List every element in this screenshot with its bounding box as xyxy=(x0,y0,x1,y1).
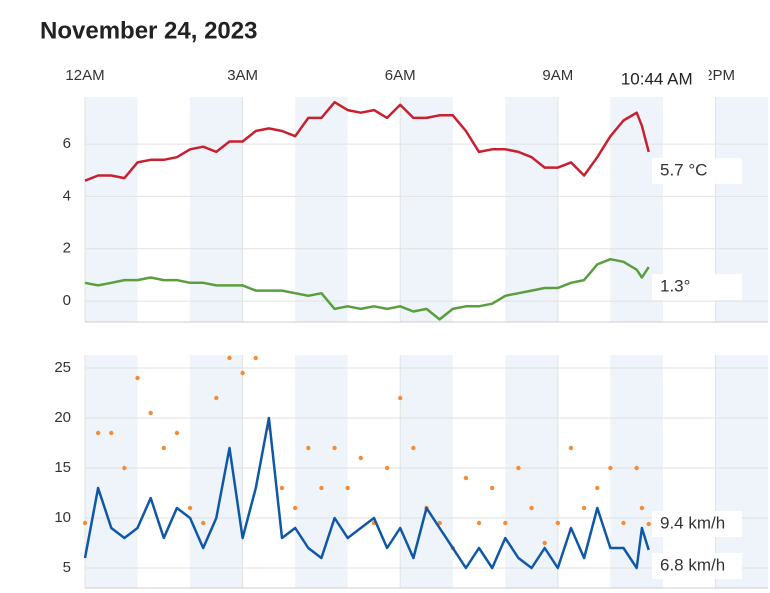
y-tick-label: 15 xyxy=(54,459,71,476)
end-label-bg xyxy=(652,553,742,579)
gust-dot xyxy=(306,445,311,451)
gust-dot xyxy=(542,540,547,546)
gust-dot xyxy=(227,355,232,361)
gust-dot xyxy=(503,520,508,526)
gust-dot xyxy=(639,505,645,511)
hour-band xyxy=(190,355,243,588)
gust-dot xyxy=(332,445,337,451)
y-tick-label: 5 xyxy=(63,559,71,576)
x-tick-label: 3AM xyxy=(227,67,258,84)
gust-dot xyxy=(174,430,180,436)
x-tick-label: 9AM xyxy=(542,67,573,84)
series-line xyxy=(84,257,650,321)
gust-dot xyxy=(187,505,193,511)
gust-dot xyxy=(634,465,639,471)
hour-band xyxy=(505,97,558,322)
gust-dot xyxy=(646,521,651,527)
gust-dot xyxy=(95,430,101,436)
end-label-bg xyxy=(652,274,742,301)
gust-dot xyxy=(608,465,613,471)
y-tick-label: 10 xyxy=(54,509,71,526)
x-tick-label: 12AM xyxy=(65,67,104,84)
gust-dot xyxy=(516,465,521,471)
hour-band xyxy=(295,355,348,588)
y-tick-label: 2 xyxy=(63,240,71,257)
gust-dot xyxy=(621,520,626,526)
cursor-label-bg xyxy=(608,64,709,96)
hour-band xyxy=(400,97,453,322)
hour-band xyxy=(190,97,243,322)
hour-band xyxy=(85,355,138,588)
gust-dot xyxy=(476,520,482,526)
gust-dot xyxy=(279,485,285,491)
end-label: 9.4 km/h xyxy=(660,513,725,532)
gust-dot xyxy=(555,520,561,526)
end-label-bg xyxy=(652,157,742,184)
gust-dot xyxy=(581,505,587,511)
x-tick-label: 6AM xyxy=(385,67,416,84)
gust-dot xyxy=(148,410,153,416)
end-label: 6.8 km/h xyxy=(660,555,725,574)
gust-dot xyxy=(122,465,127,471)
gust-dot xyxy=(214,395,219,401)
hour-band xyxy=(715,355,768,588)
hour-band xyxy=(400,355,453,588)
y-tick-label: 6 xyxy=(63,135,71,152)
y-tick-label: 0 xyxy=(63,292,71,309)
page-title: November 24, 2023 xyxy=(40,17,257,44)
gust-dot xyxy=(411,445,416,451)
gust-dot xyxy=(529,505,534,511)
hour-band xyxy=(505,355,558,588)
hour-band xyxy=(85,97,138,322)
gust-dot xyxy=(161,445,167,451)
end-label: 5.7 °C xyxy=(660,160,707,179)
gust-dot xyxy=(398,395,403,401)
gust-dot xyxy=(253,355,258,361)
y-tick-label: 20 xyxy=(54,409,71,426)
series-line xyxy=(83,416,650,570)
gust-dot xyxy=(319,485,324,491)
hour-band xyxy=(295,97,348,322)
cursor-label: 10:44 AM xyxy=(621,69,693,88)
gust-dot xyxy=(201,520,206,526)
gust-dot xyxy=(109,430,114,436)
gust-dot xyxy=(463,475,469,481)
y-tick-label: 25 xyxy=(54,359,71,376)
gust-dot xyxy=(489,485,495,491)
gust-dot xyxy=(292,505,298,511)
gust-dot xyxy=(135,375,140,381)
gust-dot xyxy=(345,485,350,491)
gust-dot xyxy=(82,520,88,526)
gust-dot xyxy=(358,455,364,461)
gust-dot xyxy=(595,485,600,491)
end-label-bg xyxy=(652,511,742,537)
gust-dot xyxy=(240,370,245,376)
gust-dot xyxy=(384,465,390,471)
end-label: 1.3° xyxy=(660,277,690,296)
gust-dot xyxy=(568,445,574,451)
y-tick-label: 4 xyxy=(63,187,71,204)
series-line xyxy=(84,100,650,182)
